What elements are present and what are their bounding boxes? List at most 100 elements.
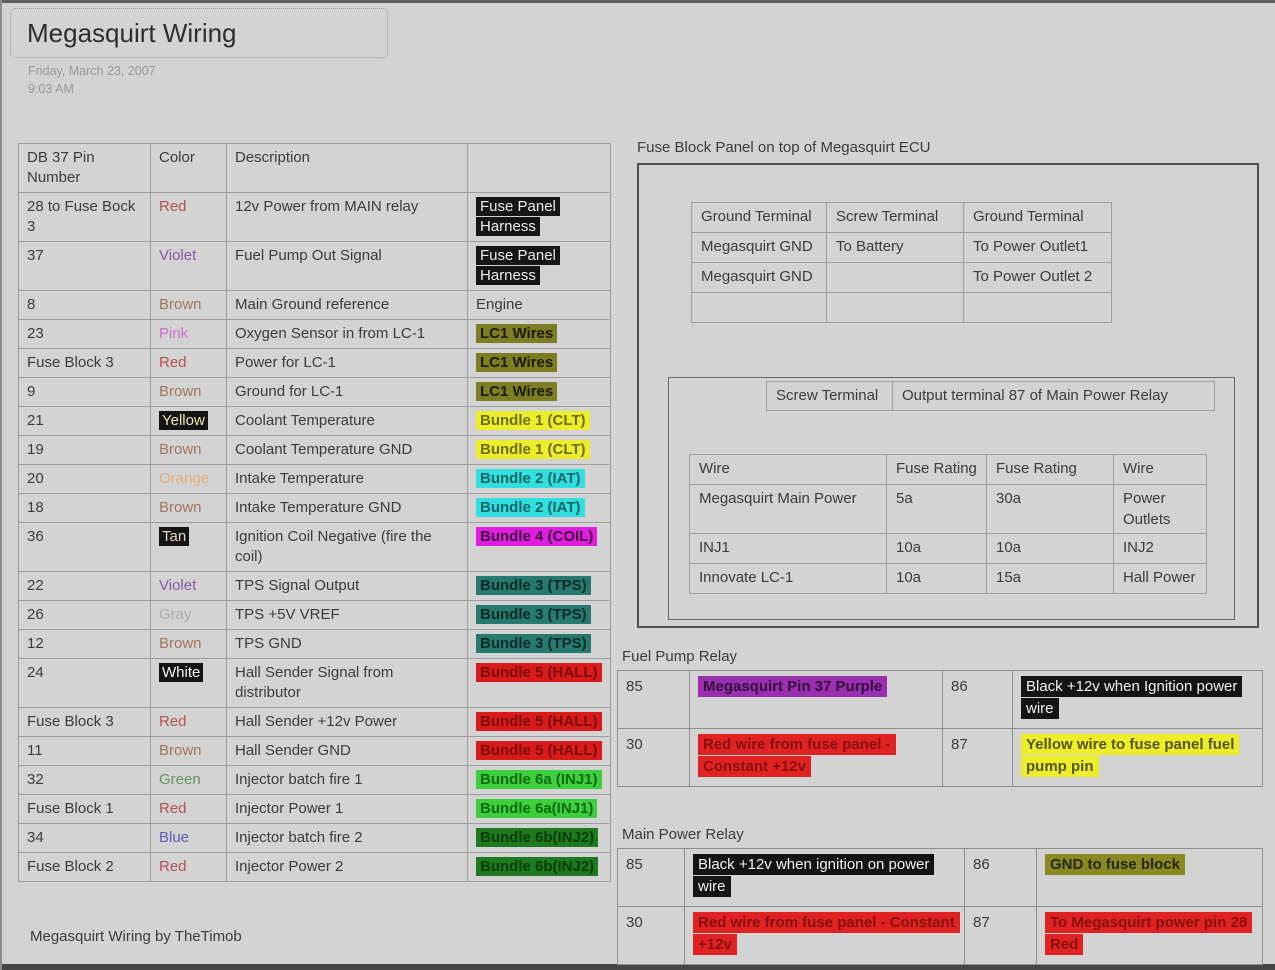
terminal-table-row [691,292,1112,323]
pin-number-cell-text: 18 [27,499,44,516]
harness-tag-cell-text: Bundle 3 (TPS) [476,605,591,624]
description-cell-text: Oxygen Sensor in from LC-1 [235,325,426,342]
pin-table-row: 9 Brown Ground for LC-1 LC1 Wires [18,377,611,407]
pin-number-cell-text: 32 [27,771,44,788]
wire-color-cell-text: Brown [159,742,202,759]
fuse-table-cell-text: 10a [896,569,922,586]
screw-terminal-table: Screw Terminal Output terminal 87 of Main… [766,381,1215,411]
pin-table-row: 22 Violet TPS Signal Output Bundle 3 (TPS) [18,571,611,601]
relay-pin-cell-text: 85 [626,678,643,695]
description-cell-text: Injector batch fire 1 [235,771,363,788]
fuse-rating-table: Wire Fuse Rating Fuse Rating Wire Megasquirt… [689,454,1207,594]
fuse-table-cell-text: 30a [996,490,1022,507]
relay-wire-cell-text: GND to fuse block [1045,854,1186,875]
description-cell: Injector batch fire 1 [226,765,468,795]
pin-table-row: 12 Brown TPS GND Bundle 3 (TPS) [18,629,611,659]
wire-color-cell-text: Gray [159,606,192,623]
description-cell-text: TPS +5V VREF [235,606,340,623]
harness-tag-cell: Bundle 2 (IAT) [467,464,611,494]
table-caption: Megasquirt Wiring by TheTimob [30,928,242,945]
wire-color-cell: Green [150,765,227,795]
harness-tag-cell-text: LC1 Wires [476,324,558,343]
pin-table-row: Fuse Block 2 Red Injector Power 2 Bundle 6b… [18,852,611,882]
terminal-cell [691,292,827,323]
wire-color-cell-text: White [159,663,204,682]
fuse-table-cell: Hall Power [1113,563,1207,594]
main-power-relay-table: 85 Black +12v when ignition on power wire… [617,848,1263,965]
wire-color-cell-text: Tan [159,527,190,546]
pin-number-cell: Fuse Block 1 [18,794,151,824]
wire-color-cell-text: Pink [159,325,189,342]
pin-number-cell-text: 36 [27,528,44,545]
pin-table-row: 8 Brown Main Ground reference Engine [18,290,611,320]
fuse-table-row: INJ1 10a 10a INJ2 [689,533,1207,564]
description-cell-text: Coolant Temperature GND [235,441,413,458]
description-cell-text: Injector Power 2 [235,858,344,875]
description-cell: Intake Temperature GND [226,493,468,523]
pin-number-cell: 37 [18,241,151,291]
pin-number-cell-text: 12 [27,635,44,652]
fuse-table-header: Wire [1113,454,1207,485]
pin-number-cell: 32 [18,765,151,795]
relay-wire-cell-text: Black +12v when ignition on power wire [693,854,935,897]
description-cell-text: Power for LC-1 [235,354,336,371]
pin-number-cell-text: 26 [27,606,44,623]
harness-tag-cell: Engine [467,290,611,320]
fuse-table-cell-text: Power Outlets [1123,490,1171,528]
pin-table-row: 18 Brown Intake Temperature GND Bundle 2 (I… [18,493,611,523]
fuse-table-header: Fuse Rating [886,454,987,485]
relay-pin-cell: 85 [617,670,690,729]
wire-color-cell-text: Blue [159,829,190,846]
relay-pin-cell: 87 [942,728,1013,787]
pin-number-cell: Fuse Block 3 [18,348,151,378]
fuse-table-cell: 10a [886,563,987,594]
page-title-box[interactable]: Megasquirt Wiring [10,8,388,58]
pin-table-header: DB 37 Pin Number [18,143,151,193]
relay-wire-cell-text: Red wire from fuse panel - Constant +12v [693,912,960,955]
harness-tag-cell-text: LC1 Wires [476,353,558,372]
relay-pin-cell: 86 [964,848,1037,907]
relay-row: 30 Red wire from fuse panel - Constant +1… [617,728,1263,787]
description-cell: Coolant Temperature GND [226,435,468,465]
relay-pin-cell: 30 [617,906,685,965]
main-power-relay-title: Main Power Relay [622,826,744,843]
pin-table-row: 19 Brown Coolant Temperature GND Bundle 1 (… [18,435,611,465]
harness-tag-cell: LC1 Wires [467,348,611,378]
terminal-table-row: Megasquirt GND To Power Outlet 2 [691,262,1112,293]
description-cell: Coolant Temperature [226,406,468,436]
relay-wire-cell: Yellow wire to fuse panel fuel pump pin [1012,728,1263,787]
harness-tag-cell: Bundle 5 (HALL) [467,707,611,737]
pin-number-cell-text: Fuse Block 3 [27,354,114,371]
pin-number-cell: 24 [18,658,151,708]
harness-tag-cell-text: Bundle 5 (HALL) [476,741,602,760]
pin-table-header-row: DB 37 Pin Number Color Description [18,143,611,193]
wire-color-cell: Brown [150,435,227,465]
pin-table-body: DB 37 Pin Number Color Description 28 to Fu… [18,143,611,882]
description-cell: Power for LC-1 [226,348,468,378]
pin-number-cell: 9 [18,377,151,407]
terminal-cell-text: Screw Terminal [836,208,939,225]
harness-tag-cell-text: Bundle 2 (IAT) [476,498,585,517]
pin-number-cell: 21 [18,406,151,436]
terminal-cell [963,292,1112,323]
pin-number-cell: 23 [18,319,151,349]
wire-color-cell: Pink [150,319,227,349]
wire-color-cell: White [150,658,227,708]
wire-color-cell: Red [150,852,227,882]
fuse-table-cell: 10a [986,533,1114,564]
pin-table-row: 28 to Fuse Bock 3 Red 12v Power from MAIN … [18,192,611,242]
page-border-left [0,0,2,970]
description-cell-text: Coolant Temperature [235,412,375,429]
relay-wire-cell-text: To Megasquirt power pin 28 Red [1045,912,1253,955]
description-cell-text: Ground for LC-1 [235,383,344,400]
relay-pin-cell-text: 86 [973,856,990,873]
harness-tag-cell: Bundle 4 (COIL) [467,522,611,572]
description-cell-text: Main Ground reference [235,296,390,313]
harness-tag-cell-text: Engine [476,296,523,313]
pin-number-cell: 36 [18,522,151,572]
fuse-table-header: Wire [689,454,887,485]
harness-tag-cell-text: Bundle 3 (TPS) [476,634,591,653]
pin-number-cell: 19 [18,435,151,465]
fuse-table-header-text: Fuse Rating [996,460,1077,477]
fuse-table-cell-text: 5a [896,490,913,507]
